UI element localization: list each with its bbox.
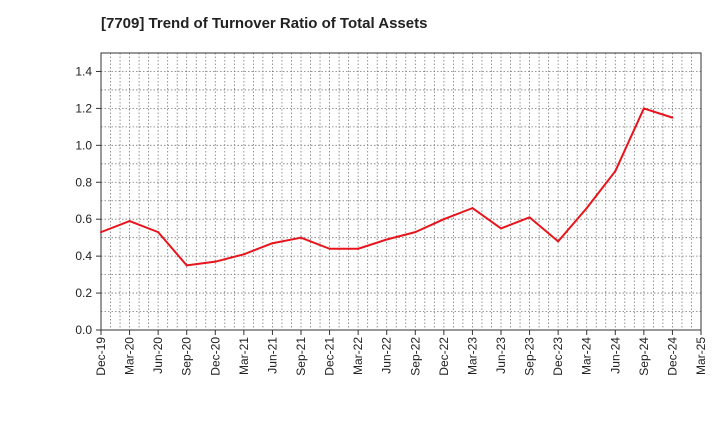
data-point xyxy=(328,247,331,250)
data-point xyxy=(528,216,531,219)
x-tick-label: Jun-23 xyxy=(494,337,508,374)
x-tick-label: Dec-19 xyxy=(94,337,108,376)
x-tick-label: Dec-20 xyxy=(208,337,222,376)
data-point xyxy=(671,116,674,119)
plot-frame xyxy=(100,52,702,331)
x-tick-label: Sep-23 xyxy=(523,337,537,376)
data-point xyxy=(214,260,217,263)
x-tick-label: Dec-24 xyxy=(665,337,679,376)
x-tick-label: Jun-21 xyxy=(265,337,279,374)
x-tick-label: Dec-21 xyxy=(323,337,337,376)
y-tick-label: 0.6 xyxy=(75,212,92,226)
data-point xyxy=(157,231,160,234)
y-tick-label: 1.4 xyxy=(75,64,92,78)
x-tick-label: Jun-20 xyxy=(151,337,165,374)
chart-title: [7709] Trend of Turnover Ratio of Total … xyxy=(101,15,428,32)
x-tick-label: Mar-22 xyxy=(351,337,365,375)
x-tick-label: Mar-23 xyxy=(465,337,479,375)
x-tick-label: Mar-24 xyxy=(580,337,594,375)
y-tick-label: 1.2 xyxy=(75,101,92,115)
x-tick-label: Mar-25 xyxy=(694,337,708,375)
x-tick-label: Sep-22 xyxy=(408,337,422,376)
data-point xyxy=(128,220,131,223)
y-tick-label: 0.4 xyxy=(75,249,92,263)
x-tick-label: Dec-23 xyxy=(551,337,565,376)
data-point xyxy=(614,170,617,173)
data-point xyxy=(185,264,188,267)
data-point xyxy=(500,227,502,230)
plot-area xyxy=(101,53,701,330)
y-tick-label: 0.0 xyxy=(75,323,92,337)
x-tick-label: Mar-20 xyxy=(123,337,137,375)
x-tick-label: Mar-21 xyxy=(237,337,251,375)
data-point xyxy=(557,240,560,243)
y-tick-label: 0.8 xyxy=(75,175,92,189)
x-tick-label: Sep-20 xyxy=(180,337,194,376)
x-tick-label: Sep-21 xyxy=(294,337,308,376)
x-tick-label: Jun-22 xyxy=(380,337,394,374)
y-tick-label: 0.2 xyxy=(75,286,92,300)
data-point xyxy=(100,231,102,234)
x-tick-label: Sep-24 xyxy=(637,337,651,376)
data-point xyxy=(442,218,445,221)
x-tick-label: Dec-22 xyxy=(437,337,451,376)
data-point xyxy=(385,238,388,241)
data-point xyxy=(471,207,474,210)
y-tick-label: 1.0 xyxy=(75,138,92,152)
data-point xyxy=(642,107,645,110)
data-point xyxy=(300,236,302,239)
data-point xyxy=(585,207,588,210)
data-point xyxy=(242,253,245,256)
x-tick-label: Jun-24 xyxy=(608,337,622,374)
data-point xyxy=(357,247,360,250)
data-point xyxy=(271,242,274,245)
data-point xyxy=(414,231,417,234)
